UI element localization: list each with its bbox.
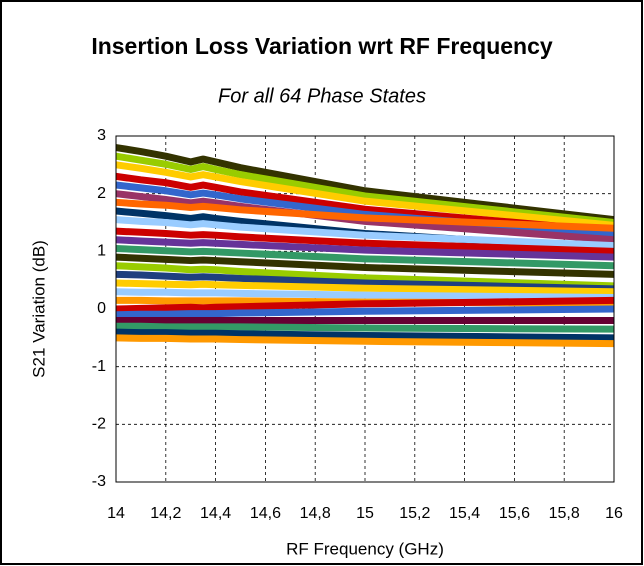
x-tick-label: 15,4 — [449, 505, 480, 522]
x-tick-label: 14,6 — [250, 505, 281, 522]
chart-subtitle: For all 64 Phase States — [218, 85, 426, 107]
y-tick-label: 0 — [97, 300, 106, 317]
series-line — [115, 334, 615, 348]
series-line — [115, 227, 615, 255]
x-tick-label: 14,4 — [200, 505, 231, 522]
series-line — [115, 216, 615, 250]
y-tick-label: -2 — [92, 416, 106, 433]
x-tick-label: 14,2 — [150, 505, 181, 522]
y-tick-label: -1 — [92, 358, 106, 375]
x-tick-label: 15,2 — [399, 505, 430, 522]
x-tick-label: 15,6 — [499, 505, 530, 522]
x-tick-label: 16 — [605, 505, 623, 522]
y-tick-label: -3 — [92, 473, 106, 490]
x-tick-label: 14,8 — [300, 505, 331, 522]
x-tick-label: 14 — [107, 505, 125, 522]
series-line — [115, 262, 615, 290]
y-axis-label: S21 Variation (dB) — [29, 240, 48, 378]
y-tick-label: 3 — [97, 127, 106, 144]
series-line — [115, 244, 615, 270]
series-line — [115, 270, 615, 293]
y-tick-label: 2 — [97, 185, 106, 202]
x-tick-label: 15 — [356, 505, 374, 522]
series-line — [115, 279, 615, 296]
series-line — [115, 144, 615, 224]
chart-title: Insertion Loss Variation wrt RF Frequenc… — [91, 33, 553, 59]
series-line — [115, 253, 615, 278]
series-line — [115, 328, 615, 342]
series-line — [115, 236, 615, 261]
series-line — [115, 198, 615, 232]
x-axis-label: RF Frequency (GHz) — [286, 539, 444, 558]
series-line — [115, 288, 615, 301]
plot-frame — [115, 135, 615, 483]
series-line — [115, 296, 615, 313]
y-tick-label: 1 — [97, 243, 106, 260]
series-line — [115, 190, 615, 244]
series-line — [115, 172, 615, 235]
x-tick-label: 15,8 — [549, 505, 580, 522]
series-line — [115, 152, 615, 226]
series-line — [115, 161, 615, 229]
series-line — [116, 322, 615, 333]
series-line — [115, 305, 615, 319]
